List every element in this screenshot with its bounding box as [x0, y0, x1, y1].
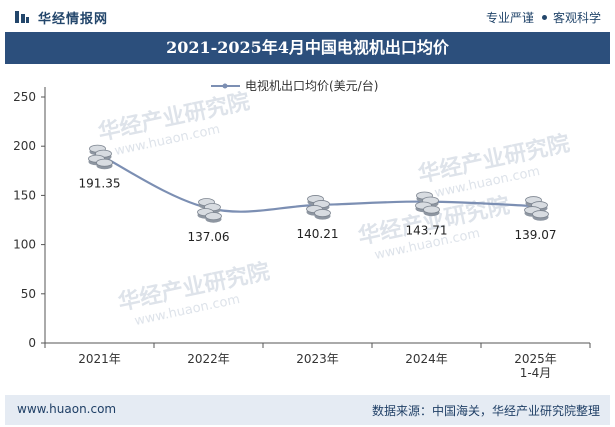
- legend-label: 电视机出口均价(美元/台): [245, 78, 378, 93]
- x-tick-label: 2022年: [187, 352, 230, 366]
- y-tick-label: 150: [13, 188, 36, 202]
- chart-axes: 0 50 100 150 200 250 2021年 2022年 2023年 2024年 2025年…: [13, 87, 591, 380]
- plot-area: 191.35 137.06 140.21 143.71 139.07: [79, 144, 557, 244]
- x-tick-label: 2025年: [514, 352, 557, 366]
- watermark-layer: 华经产业研究院www.huaon.com华经产业研究院www.huaon.com…: [96, 88, 572, 329]
- top-bar: 华经情报网 专业严谨 客观科学: [0, 0, 615, 32]
- y-tick-label: 0: [28, 336, 36, 350]
- coin-shape: [423, 205, 440, 214]
- x-tick-label: 2021年: [78, 352, 121, 366]
- y-tick-label: 200: [13, 139, 36, 153]
- data-label: 140.21: [297, 227, 339, 241]
- y-tick-label: 100: [13, 238, 36, 252]
- line-chart: 华经产业研究院www.huaon.com华经产业研究院www.huaon.com…: [13, 78, 591, 380]
- logo-icon: [15, 11, 29, 23]
- chart-title: 2021-2025年4月中国电视机出口均价: [166, 38, 449, 57]
- data-point-coin-stack-icon: [197, 198, 222, 223]
- data-label: 143.71: [406, 224, 448, 238]
- slogan-dot-icon: [541, 15, 547, 20]
- data-label: 139.07: [515, 228, 557, 242]
- brand-name: 华经情报网: [38, 12, 109, 27]
- footer-source: 数据来源：中国海关，华经产业研究院整理: [371, 404, 600, 418]
- data-label: 191.35: [79, 177, 121, 191]
- y-tick-label: 250: [13, 90, 36, 104]
- title-bar: 2021-2025年4月中国电视机出口均价: [5, 32, 610, 64]
- data-point-coin-stack-icon: [306, 195, 331, 220]
- coin-shape: [532, 210, 549, 219]
- x-tick-label: 2024年: [405, 352, 448, 366]
- x-tick-label: 1-4月: [520, 366, 552, 380]
- slogan-right: 客观科学: [552, 11, 601, 25]
- slogan: 专业严谨 客观科学: [486, 9, 601, 26]
- coin-shape: [96, 158, 113, 167]
- data-point-coin-stack-icon: [415, 191, 440, 217]
- coin-shape: [314, 209, 331, 218]
- footer-site: www.huaon.com: [17, 402, 117, 416]
- legend: 电视机出口均价(美元/台): [211, 78, 378, 93]
- y-tick-label: 50: [21, 287, 36, 301]
- legend-marker-icon: [222, 83, 228, 89]
- data-point-coin-stack-icon: [524, 196, 549, 221]
- coin-shape: [205, 212, 222, 221]
- footer: www.huaon.com 数据来源：中国海关，华经产业研究院整理: [5, 395, 610, 425]
- slogan-left: 专业严谨: [485, 11, 534, 25]
- x-tick-label: 2023年: [296, 352, 339, 366]
- data-label: 137.06: [188, 230, 230, 244]
- data-point-coin-stack-icon: [88, 144, 113, 170]
